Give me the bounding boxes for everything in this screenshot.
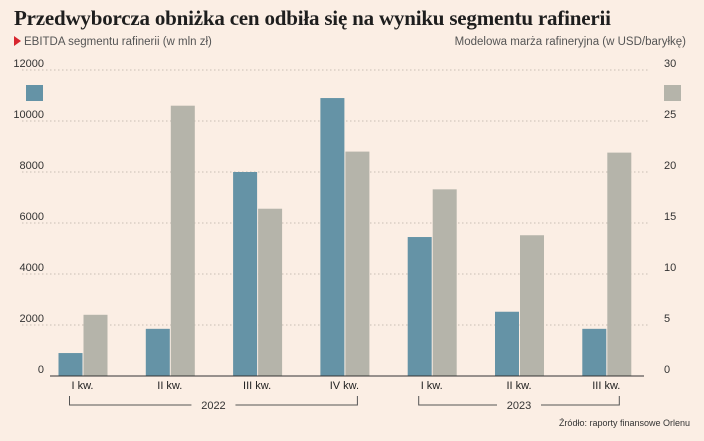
category-label: I kw. bbox=[421, 380, 443, 392]
right-tick-label: 15 bbox=[664, 211, 676, 223]
ebitda-bar bbox=[320, 98, 345, 377]
ebitda-legend-swatch bbox=[26, 85, 43, 101]
ebitda-bar bbox=[145, 328, 170, 376]
left-tick-label: 0 bbox=[38, 364, 44, 376]
category-label: II kw. bbox=[506, 380, 531, 392]
left-tick-label: 4000 bbox=[20, 262, 44, 274]
right-tick-label: 20 bbox=[664, 160, 676, 172]
ebitda-bar bbox=[233, 172, 258, 376]
right-tick-label: 30 bbox=[664, 58, 676, 70]
left-axis-label: EBITDA segmentu rafinerii (w mln zł) bbox=[14, 36, 212, 48]
left-axis-label-text: EBITDA segmentu rafinerii (w mln zł) bbox=[24, 36, 212, 48]
right-tick-label: 25 bbox=[664, 109, 676, 121]
margin-bar bbox=[83, 314, 108, 376]
margin-bar bbox=[432, 189, 457, 376]
year-bracket-right bbox=[541, 396, 620, 406]
ebitda-bar bbox=[495, 311, 519, 376]
left-tick-label: 12000 bbox=[13, 58, 44, 70]
margin-bar bbox=[345, 151, 370, 376]
margin-bar bbox=[607, 152, 632, 376]
ebitda-bar bbox=[582, 328, 607, 376]
year-bracket-left bbox=[418, 396, 497, 406]
right-tick-label: 10 bbox=[664, 262, 676, 274]
year-bracket-left bbox=[69, 396, 192, 406]
category-label: IV kw. bbox=[330, 380, 359, 392]
left-tick-label: 6000 bbox=[20, 211, 44, 223]
margin-bar bbox=[258, 208, 283, 376]
right-tick-label: 5 bbox=[664, 313, 670, 325]
margin-bar bbox=[520, 235, 544, 376]
margin-legend-swatch bbox=[664, 85, 681, 101]
source-note: Źródło: raporty finansowe Orlenu bbox=[558, 418, 690, 428]
ebitda-bar bbox=[407, 237, 432, 376]
left-tick-label: 2000 bbox=[20, 313, 44, 325]
year-label: 2023 bbox=[507, 400, 531, 412]
year-label: 2022 bbox=[201, 400, 225, 412]
category-label: II kw. bbox=[157, 380, 182, 392]
margin-bar bbox=[170, 105, 195, 376]
ebitda-bar bbox=[58, 353, 83, 376]
category-label: III kw. bbox=[592, 380, 620, 392]
chart-title: Przedwyborcza obniżka cen odbiła się na … bbox=[14, 6, 611, 30]
year-bracket-right bbox=[235, 396, 358, 406]
triangle-marker-icon bbox=[14, 36, 21, 46]
right-axis-label: Modelowa marża rafineryjna (w USD/baryłk… bbox=[454, 36, 686, 48]
left-tick-label: 10000 bbox=[13, 109, 44, 121]
left-tick-label: 8000 bbox=[20, 160, 44, 172]
category-label: I kw. bbox=[71, 380, 93, 392]
category-label: III kw. bbox=[243, 380, 271, 392]
right-tick-label: 0 bbox=[664, 364, 670, 376]
